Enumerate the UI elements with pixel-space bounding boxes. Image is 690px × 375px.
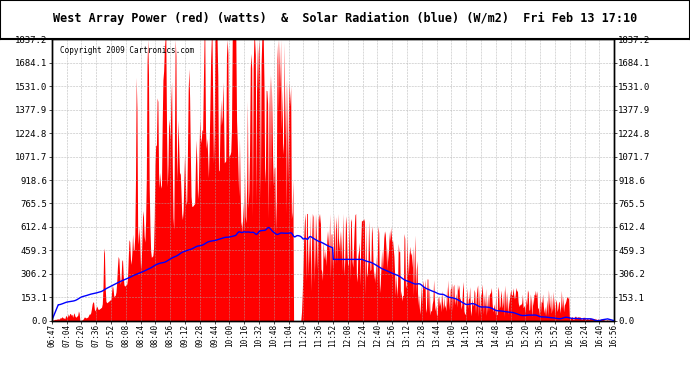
Text: West Array Power (red) (watts)  &  Solar Radiation (blue) (W/m2)  Fri Feb 13 17:: West Array Power (red) (watts) & Solar R… [53,12,637,26]
Text: Copyright 2009 Cartronics.com: Copyright 2009 Cartronics.com [60,46,195,56]
